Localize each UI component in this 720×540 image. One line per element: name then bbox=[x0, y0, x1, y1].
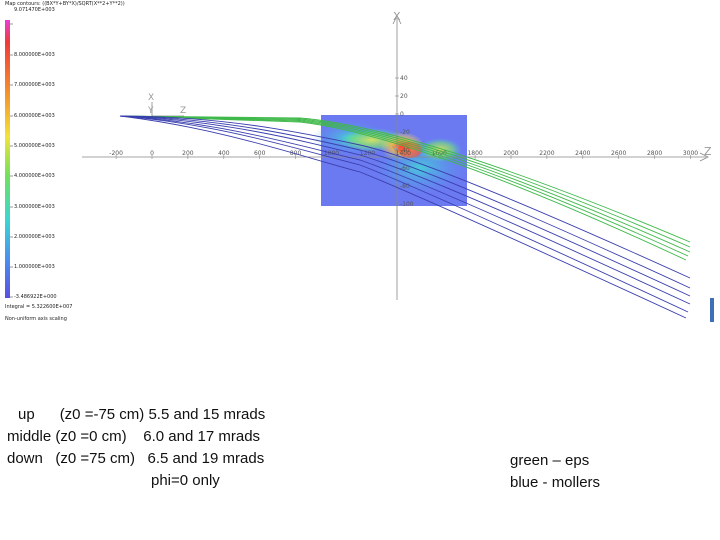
eps-trajectory-3 bbox=[119, 115, 689, 257]
x-tick-label: -20 bbox=[400, 129, 410, 136]
z-tick-label: 2200 bbox=[539, 150, 554, 157]
legend-level-1: 8.000000E+003 bbox=[14, 52, 55, 58]
x-tick-label: -60 bbox=[400, 165, 410, 172]
moller-trajectory-10 bbox=[119, 115, 687, 319]
x-axis-label: X bbox=[393, 10, 401, 23]
legend-ticks bbox=[10, 23, 13, 298]
legend-level-6: 3.000000E+003 bbox=[14, 204, 55, 210]
legend-scaling-note: Non-uniform axis scaling bbox=[5, 316, 67, 322]
z-tick-label: 1800 bbox=[467, 150, 482, 157]
eps-trajectory-1 bbox=[119, 115, 691, 248]
legend-integral: Integral = 5.322600E+007 bbox=[5, 304, 73, 310]
z-tick-label: 1200 bbox=[360, 150, 375, 157]
eps-trajectory-0 bbox=[119, 115, 691, 243]
legend-level-0: 9.071470E+003 bbox=[14, 7, 55, 13]
caption-up: up (z0 =-75 cm) 5.5 and 15 mrads bbox=[18, 406, 266, 423]
field-map bbox=[312, 115, 467, 206]
slide-edge-mark bbox=[710, 298, 714, 322]
x-tick-label: 0 bbox=[400, 111, 404, 118]
z-tick-label: -200 bbox=[109, 150, 123, 157]
caption-down: down (z0 =75 cm) 6.5 and 19 mrads bbox=[7, 450, 265, 467]
moller-trajectory-6 bbox=[119, 115, 691, 289]
z-tick-label: 1400 bbox=[396, 150, 411, 157]
x-tick-label: -100 bbox=[400, 201, 414, 208]
legend-level-7: 2.000000E+003 bbox=[14, 234, 55, 240]
z-axis-label: Z bbox=[704, 145, 712, 158]
plot-axes bbox=[82, 15, 709, 300]
trajectories bbox=[119, 115, 691, 319]
legend-level-5: 4.000000E+003 bbox=[14, 173, 55, 179]
legend-color-bar bbox=[5, 20, 10, 298]
caption-middle: middle (z0 =0 cm) 6.0 and 17 mrads bbox=[7, 428, 261, 445]
moller-trajectory-7 bbox=[119, 115, 691, 297]
moller-trajectory-8 bbox=[119, 115, 691, 305]
x-tick-label: 20 bbox=[400, 93, 408, 100]
z-tick-label: 2800 bbox=[647, 150, 662, 157]
legend-level-9: -3.486922E+000 bbox=[14, 294, 57, 300]
key-green-eps: green – eps bbox=[510, 452, 590, 469]
eps-trajectory-4 bbox=[119, 115, 687, 261]
triad-label-y: Y bbox=[147, 106, 154, 116]
color-legend: Map contours: ((BX*Y+BY*X)/SQRT(X**2+Y**… bbox=[0, 0, 125, 330]
x-tick-label: 40 bbox=[400, 75, 408, 82]
key-blue-mollers: blue - mollers bbox=[510, 474, 601, 491]
z-tick-label: 400 bbox=[218, 150, 230, 157]
x-tick-label: -40 bbox=[400, 147, 410, 154]
z-tick-label: 2600 bbox=[611, 150, 626, 157]
z-tick-label: 0 bbox=[150, 150, 154, 157]
triad-label-x: X bbox=[148, 93, 154, 103]
triad-label-z: Z bbox=[180, 106, 186, 116]
caption-note: phi=0 only bbox=[151, 472, 220, 489]
legend-level-4: 5.000000E+003 bbox=[14, 143, 55, 149]
x-tick-label: -80 bbox=[400, 183, 410, 190]
z-tick-label: 1600 bbox=[432, 150, 447, 157]
z-tick-label: 3000 bbox=[683, 150, 698, 157]
z-tick-label: 600 bbox=[254, 150, 266, 157]
legend-level-8: 1.000000E+003 bbox=[14, 264, 55, 270]
z-tick-label: 2400 bbox=[575, 150, 590, 157]
eps-trajectory-2 bbox=[119, 115, 691, 253]
x-axis-ticks: 40 20 0 -20 -40 -60 -80 -100 bbox=[395, 75, 414, 208]
trajectory-plot: -200 0 200 400 600 800 1000 1200 1400 1600 1800 200… bbox=[5, 10, 712, 319]
z-tick-label: 200 bbox=[182, 150, 194, 157]
y-axis-label: Y bbox=[391, 144, 399, 157]
legend-level-3: 6.000000E+003 bbox=[14, 113, 55, 119]
color-key: green – eps blue - mollers bbox=[510, 450, 600, 494]
legend-title: Map contours: ((BX*Y+BY*X)/SQRT(X**2+Y**… bbox=[5, 1, 125, 7]
legend-level-2: 7.000000E+003 bbox=[14, 82, 55, 88]
z-tick-label: 2000 bbox=[503, 150, 518, 157]
moller-trajectory-9 bbox=[119, 115, 689, 313]
moller-trajectory-5 bbox=[119, 115, 691, 279]
